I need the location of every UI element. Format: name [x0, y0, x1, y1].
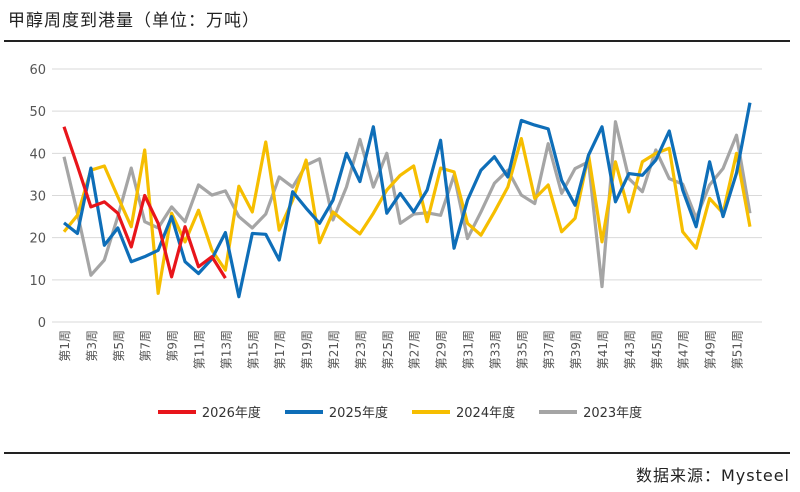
x-tick-label: 第37周 [542, 330, 556, 369]
y-tick-label: 0 [38, 316, 46, 331]
legend-label: 2024年度 [456, 406, 516, 421]
x-tick-label: 第23周 [354, 330, 368, 369]
legend-item: 2025年度 [284, 402, 388, 421]
x-tick-label: 第27周 [408, 330, 422, 369]
legend-swatch [412, 409, 450, 414]
x-tick-label: 第5周 [112, 330, 126, 362]
y-tick-label: 50 [29, 105, 46, 120]
y-tick-label: 40 [29, 147, 46, 162]
x-tick-label: 第39周 [569, 330, 583, 369]
page-title: 甲醇周度到港量（单位：万吨） [8, 11, 260, 31]
title-divider [4, 40, 790, 42]
x-tick-label: 第47周 [677, 330, 691, 369]
x-tick-label: 第19周 [300, 330, 314, 369]
legend-label: 2026年度 [201, 406, 261, 421]
x-tick-label: 第49周 [704, 330, 718, 369]
series-line-2024年度 [62, 136, 752, 295]
x-tick-label: 第33周 [488, 330, 502, 369]
x-tick-label: 第15周 [246, 330, 260, 369]
source-note: 数据来源：Mysteel [635, 466, 790, 485]
legend-item: 2023年度 [539, 402, 642, 421]
y-tick-label: 30 [29, 190, 46, 205]
x-tick-label: 第11周 [193, 330, 207, 369]
x-tick-label: 第45周 [650, 330, 664, 369]
y-tick-label: 20 [29, 232, 46, 247]
legend-item: 2024年度 [412, 402, 515, 421]
legend-swatch [284, 409, 323, 414]
legend-label: 2023年度 [583, 406, 643, 421]
x-tick-label: 第29周 [435, 330, 449, 369]
legend-swatch [539, 409, 578, 414]
x-tick-label: 第7周 [139, 330, 153, 362]
x-tick-label: 第51周 [731, 330, 745, 369]
x-tick-label: 第21周 [327, 330, 341, 369]
x-tick-label: 第31周 [462, 330, 476, 369]
x-tick-label: 第43周 [623, 330, 637, 369]
x-tick-label: 第25周 [381, 330, 395, 369]
series-line-2026年度 [62, 126, 227, 279]
x-tick-label: 第13周 [219, 330, 233, 369]
series-line-2025年度 [63, 102, 752, 299]
footer-divider [4, 452, 790, 454]
x-tick-label: 第17周 [273, 330, 287, 369]
x-tick-label: 第3周 [85, 330, 99, 362]
x-tick-label: 第41周 [596, 330, 610, 369]
line-chart: 0 10 20 30 40 50 60 第1周 第3周 第5周 第7周 第9周 第11周 第13周 第15周… [29, 63, 762, 369]
y-tick-label: 60 [29, 63, 46, 78]
legend-item: 2026年度 [157, 402, 261, 421]
y-tick-label: 10 [29, 274, 46, 289]
x-tick-label: 第1周 [58, 330, 72, 362]
x-tick-label: 第35周 [515, 330, 529, 369]
legend-swatch [157, 409, 196, 414]
legend-label: 2025年度 [328, 406, 388, 421]
x-tick-label: 第9周 [166, 330, 180, 362]
legend: 2026年度 2025年度 2024年度 2023年度 [0, 402, 800, 421]
